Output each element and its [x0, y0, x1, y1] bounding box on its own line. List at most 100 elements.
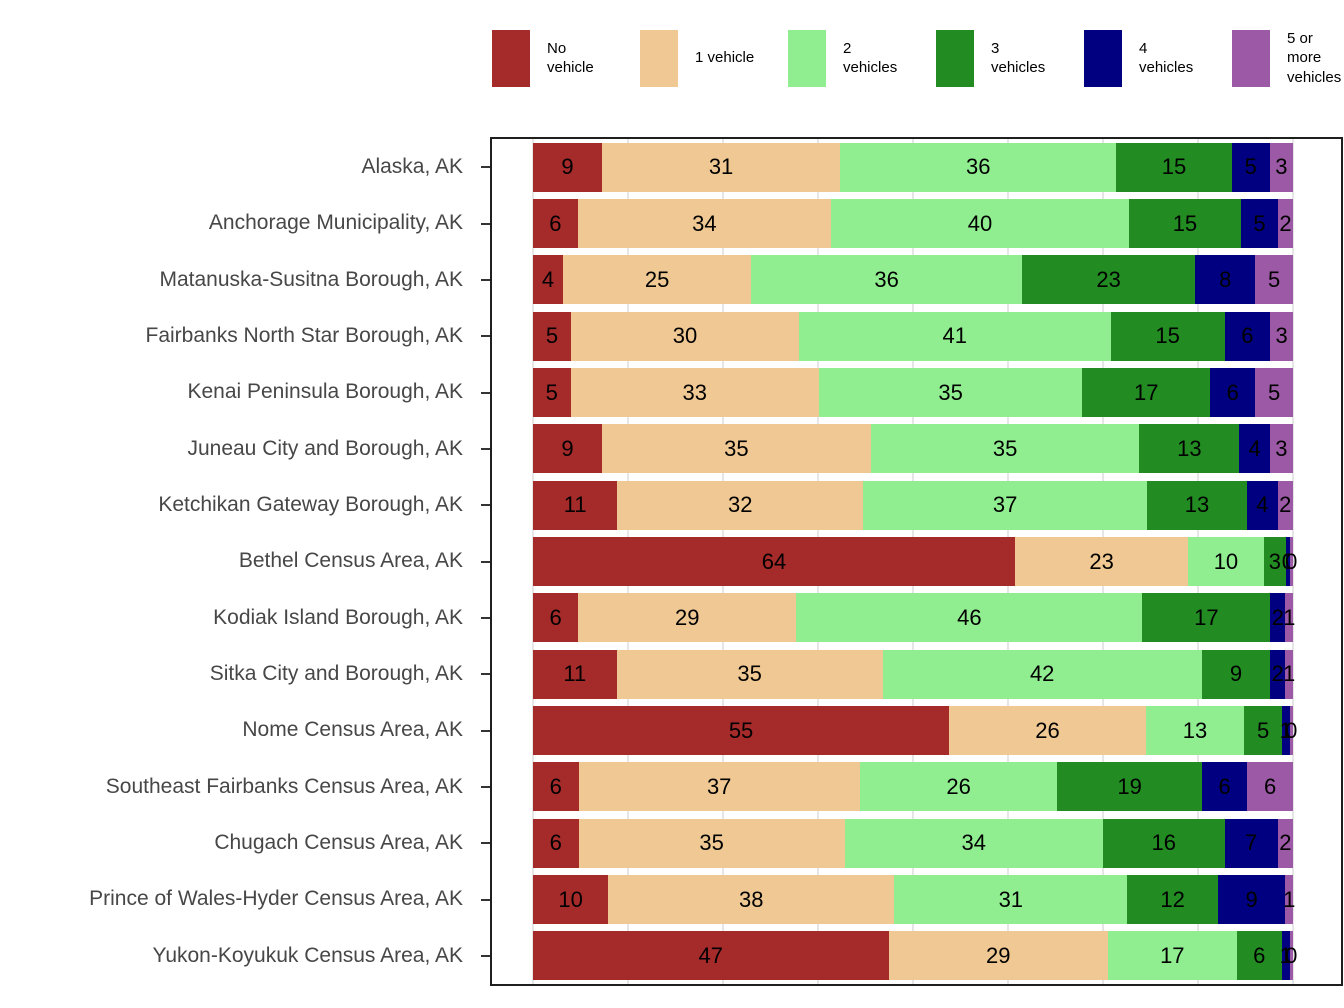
axis-tick — [481, 222, 490, 225]
value-label: 4 — [541, 266, 555, 292]
bar-row: 4 25 36 23 8 5 — [533, 255, 1293, 305]
legend-item: 1 vehicle — [640, 29, 759, 87]
bar-segment: 9 — [1217, 875, 1286, 924]
bar-segment: 8 — [1195, 255, 1256, 305]
value-label: 9 — [1229, 661, 1243, 687]
bar-row: 5 30 41 15 6 3 — [533, 311, 1293, 361]
legend-label: 4 vehicles — [1139, 39, 1194, 77]
bar-segment: 25 — [563, 255, 752, 305]
value-label: 35 — [992, 435, 1018, 461]
value-label: 6 — [1226, 379, 1239, 405]
value-label: 35 — [737, 661, 762, 687]
value-label: 35 — [724, 435, 749, 461]
value-label: 15 — [1172, 210, 1198, 236]
bar-segment: 64 — [533, 537, 1016, 586]
bar-segment: 1 — [1283, 875, 1295, 924]
legend-swatch-icon — [1084, 29, 1122, 87]
axis-tick — [481, 278, 490, 281]
bar-segment: 4 — [1239, 424, 1270, 474]
value-label: 15 — [1161, 154, 1187, 180]
bar-segment: 17 — [1108, 931, 1237, 981]
value-label: 3 — [1275, 323, 1288, 349]
value-label: 6 — [1264, 773, 1277, 799]
value-label: 11 — [563, 492, 587, 518]
y-axis-labels: Alaska, AK Anchorage Municipality, AK Mata… — [0, 139, 477, 984]
value-label: 37 — [992, 492, 1018, 518]
bar-segment: 5 — [1240, 199, 1279, 248]
value-label: 8 — [1219, 266, 1232, 292]
bar-row: 5 33 35 17 6 5 — [533, 368, 1293, 417]
bar-segment: 12 — [1127, 875, 1218, 924]
bar-row: 6 37 26 19 6 6 — [533, 762, 1293, 812]
bar-segment: 6 — [1247, 762, 1293, 812]
value-label: 5 — [1268, 379, 1281, 405]
bar-segment: 37 — [578, 762, 860, 812]
bar-segment: 42 — [882, 649, 1202, 699]
bar-segment: 5 — [1231, 142, 1270, 192]
value-label: 1 — [1283, 661, 1296, 687]
axis-label: Kenai Peninsula Borough, AK — [187, 380, 463, 404]
axis-label: Alaska, AK — [361, 155, 463, 179]
bar-segment: 11 — [533, 649, 617, 699]
bar-segment: 35 — [870, 424, 1140, 474]
axis-tick — [481, 447, 490, 450]
bar-segment: 40 — [831, 199, 1130, 248]
value-label: 6 — [1241, 323, 1254, 349]
legend-item: No vehicle — [492, 29, 611, 87]
axis-label: Chugach Census Area, AK — [214, 831, 463, 855]
bar-segment: 6 — [1224, 311, 1271, 361]
value-label: 2 — [1271, 604, 1285, 630]
bar-segment: 2 — [1277, 480, 1293, 530]
legend-label: 2 vehicles — [843, 39, 898, 77]
bar-segment: 29 — [578, 593, 797, 643]
bar-segment: 35 — [616, 649, 883, 699]
legend-label: No vehicle — [547, 39, 594, 77]
bar-segment: 6 — [533, 818, 579, 868]
bar-row: 6 29 46 17 2 1 — [533, 593, 1295, 643]
bar-segment: 38 — [608, 875, 895, 924]
value-label: 26 — [946, 773, 971, 799]
axis-label: Juneau City and Borough, AK — [187, 436, 463, 460]
axis-tick — [481, 842, 490, 845]
axis-tick — [481, 673, 490, 676]
value-label: 17 — [1160, 942, 1185, 968]
bar-row: 6 34 40 15 5 2 — [533, 199, 1293, 248]
value-label: 6 — [549, 830, 562, 856]
value-label: 9 — [561, 435, 574, 461]
value-label: 0 — [1285, 942, 1298, 968]
bar-segment: 0 — [1285, 706, 1297, 755]
value-label: 26 — [1035, 717, 1060, 743]
legend-swatch-icon — [788, 29, 826, 87]
value-label: 12 — [1160, 886, 1185, 912]
bar-segment: 2 — [1277, 818, 1293, 868]
bar-row: 47 29 17 6 1 0 — [533, 931, 1297, 981]
bar-segment: 35 — [578, 818, 845, 868]
axis-tick — [481, 335, 490, 338]
bar-segment: 2 — [1270, 649, 1286, 699]
bar-segment: 6 — [533, 593, 579, 643]
value-label: 5 — [1268, 266, 1281, 292]
axis-tick — [481, 954, 490, 957]
value-label: 5 — [545, 379, 558, 405]
axis-label: Anchorage Municipality, AK — [208, 211, 463, 235]
axis-label: Prince of Wales-Hyder Census Area, AK — [89, 887, 463, 911]
bar-row: 10 38 31 12 9 1 — [533, 875, 1295, 924]
value-label: 37 — [706, 773, 732, 799]
bar-row: 64 23 10 3 0 0 — [533, 537, 1297, 586]
bar-segment: 32 — [617, 480, 864, 530]
value-label: 46 — [957, 604, 982, 630]
bar-segment: 31 — [894, 875, 1128, 924]
axis-label: Southeast Fairbanks Census Area, AK — [105, 774, 463, 798]
value-label: 34 — [692, 210, 717, 236]
value-label: 38 — [738, 886, 764, 912]
value-label: 55 — [728, 717, 754, 743]
value-label: 25 — [644, 266, 670, 292]
value-label: 11 — [563, 661, 587, 687]
bar-segment: 0 — [1285, 931, 1297, 981]
value-label: 29 — [986, 942, 1011, 968]
value-label: 29 — [675, 604, 700, 630]
value-label: 1 — [1279, 717, 1292, 743]
axis-tick — [481, 560, 490, 563]
value-label: 31 — [998, 886, 1024, 912]
value-label: 2 — [1279, 492, 1292, 518]
